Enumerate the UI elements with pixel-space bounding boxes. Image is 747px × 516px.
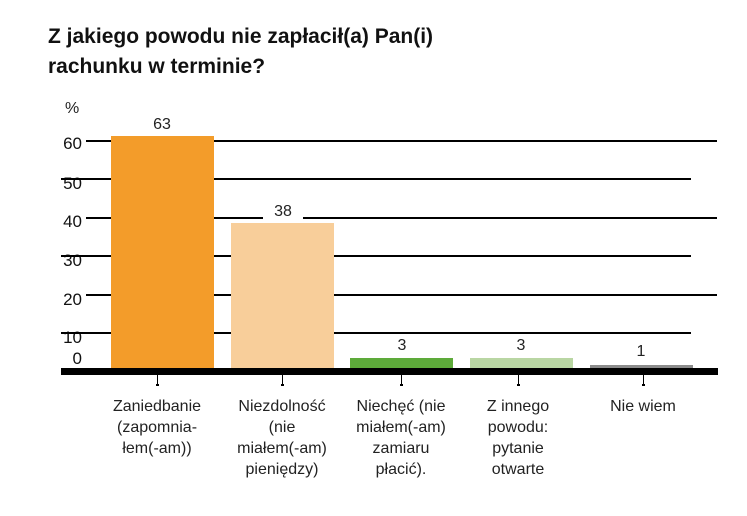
x-tick-1 xyxy=(156,375,159,386)
gridline-20 xyxy=(86,294,717,296)
y-tick-20: 20 xyxy=(63,290,82,309)
y-tick-40: 40 xyxy=(63,212,82,231)
chart-title-line-1: Z jakiego powodu nie zapłacił(a) Pan(i) xyxy=(48,25,434,48)
value-label-niechec: 3 xyxy=(397,337,407,354)
value-label-inny-powod: 3 xyxy=(516,337,526,354)
x-label-zaniedbanie: Zaniedbanie (zapomnia- łem(-am)) xyxy=(112,398,202,457)
chart-title: Z jakiego powodu nie zapłacił(a) Pan(i) … xyxy=(48,22,433,82)
x-tick-2 xyxy=(281,375,284,386)
x-tick-4 xyxy=(517,375,520,386)
value-label-zaniedbanie: 63 xyxy=(153,116,171,133)
x-tick-3 xyxy=(400,375,403,386)
x-tick-5 xyxy=(642,375,645,386)
x-label-niechec: Niechęć (nie miałem(-am) zamiaru płacić)… xyxy=(356,398,446,478)
x-axis-baseline xyxy=(61,368,718,375)
y-tick-60: 60 xyxy=(63,134,82,153)
bar-inny-powod xyxy=(470,358,573,368)
x-label-niezdolnosc: Niezdolność (nie miałem(-am) pieniędzy) xyxy=(237,398,327,478)
y-tick-0: 0 xyxy=(72,349,82,368)
bar-zaniedbanie xyxy=(111,136,214,368)
gridline-40 xyxy=(86,217,717,219)
y-tick-30: 30 xyxy=(63,251,82,270)
gridline-50 xyxy=(61,178,691,180)
gridline-60 xyxy=(86,140,717,142)
chart-title-line-2: rachunku w terminie? xyxy=(48,55,266,78)
value-label-niezdolnosc: 38 xyxy=(263,203,303,221)
bar-niezdolnosc xyxy=(231,223,334,368)
y-tick-50: 50 xyxy=(63,174,82,193)
x-label-nie-wiem: Nie wiem xyxy=(610,398,676,415)
bar-nie-wiem xyxy=(590,365,693,368)
value-label-nie-wiem: 1 xyxy=(636,343,646,360)
bar-niechec xyxy=(350,358,453,368)
gridline-30 xyxy=(61,255,691,257)
y-axis-unit: % xyxy=(65,100,80,117)
x-label-inny-powod: Z innego powodu: pytanie otwarte xyxy=(486,398,550,478)
y-tick-10: 10 xyxy=(63,328,82,347)
gridline-10 xyxy=(61,332,691,334)
